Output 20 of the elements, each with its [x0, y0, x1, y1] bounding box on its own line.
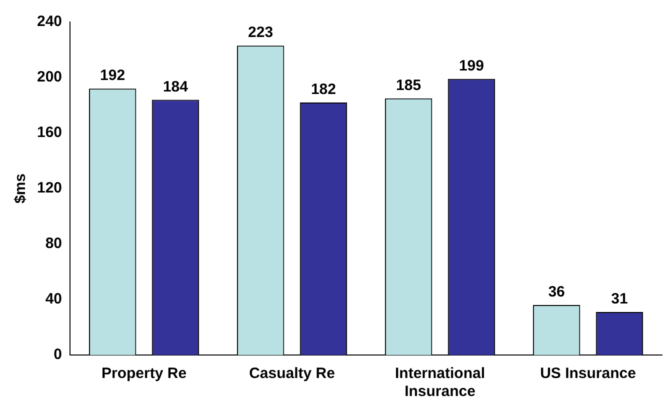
- y-tick-label: 120: [36, 180, 62, 197]
- data-label: 182: [310, 81, 336, 98]
- y-tick-label: 40: [45, 290, 62, 308]
- x-tick-label: Property Re: [102, 365, 187, 382]
- data-label: 192: [100, 67, 126, 84]
- data-label: 36: [548, 284, 565, 301]
- data-label: 199: [458, 58, 484, 75]
- data-label: 184: [162, 78, 189, 96]
- y-tick-label: 160: [36, 124, 62, 142]
- y-tick-label: 80: [45, 235, 62, 252]
- x-tick-label: US Insurance: [540, 365, 636, 382]
- x-tick-label: Casualty Re: [249, 365, 335, 382]
- data-label: 223: [248, 24, 274, 42]
- data-label: 185: [396, 76, 422, 94]
- y-tick-label: 200: [36, 68, 62, 86]
- y-axis-title: $ms: [12, 173, 30, 204]
- y-tick-label: 240: [36, 13, 62, 30]
- y-tick-label: 0: [54, 346, 62, 364]
- x-tick-label: International Insurance: [395, 365, 486, 400]
- data-label: 31: [611, 290, 628, 308]
